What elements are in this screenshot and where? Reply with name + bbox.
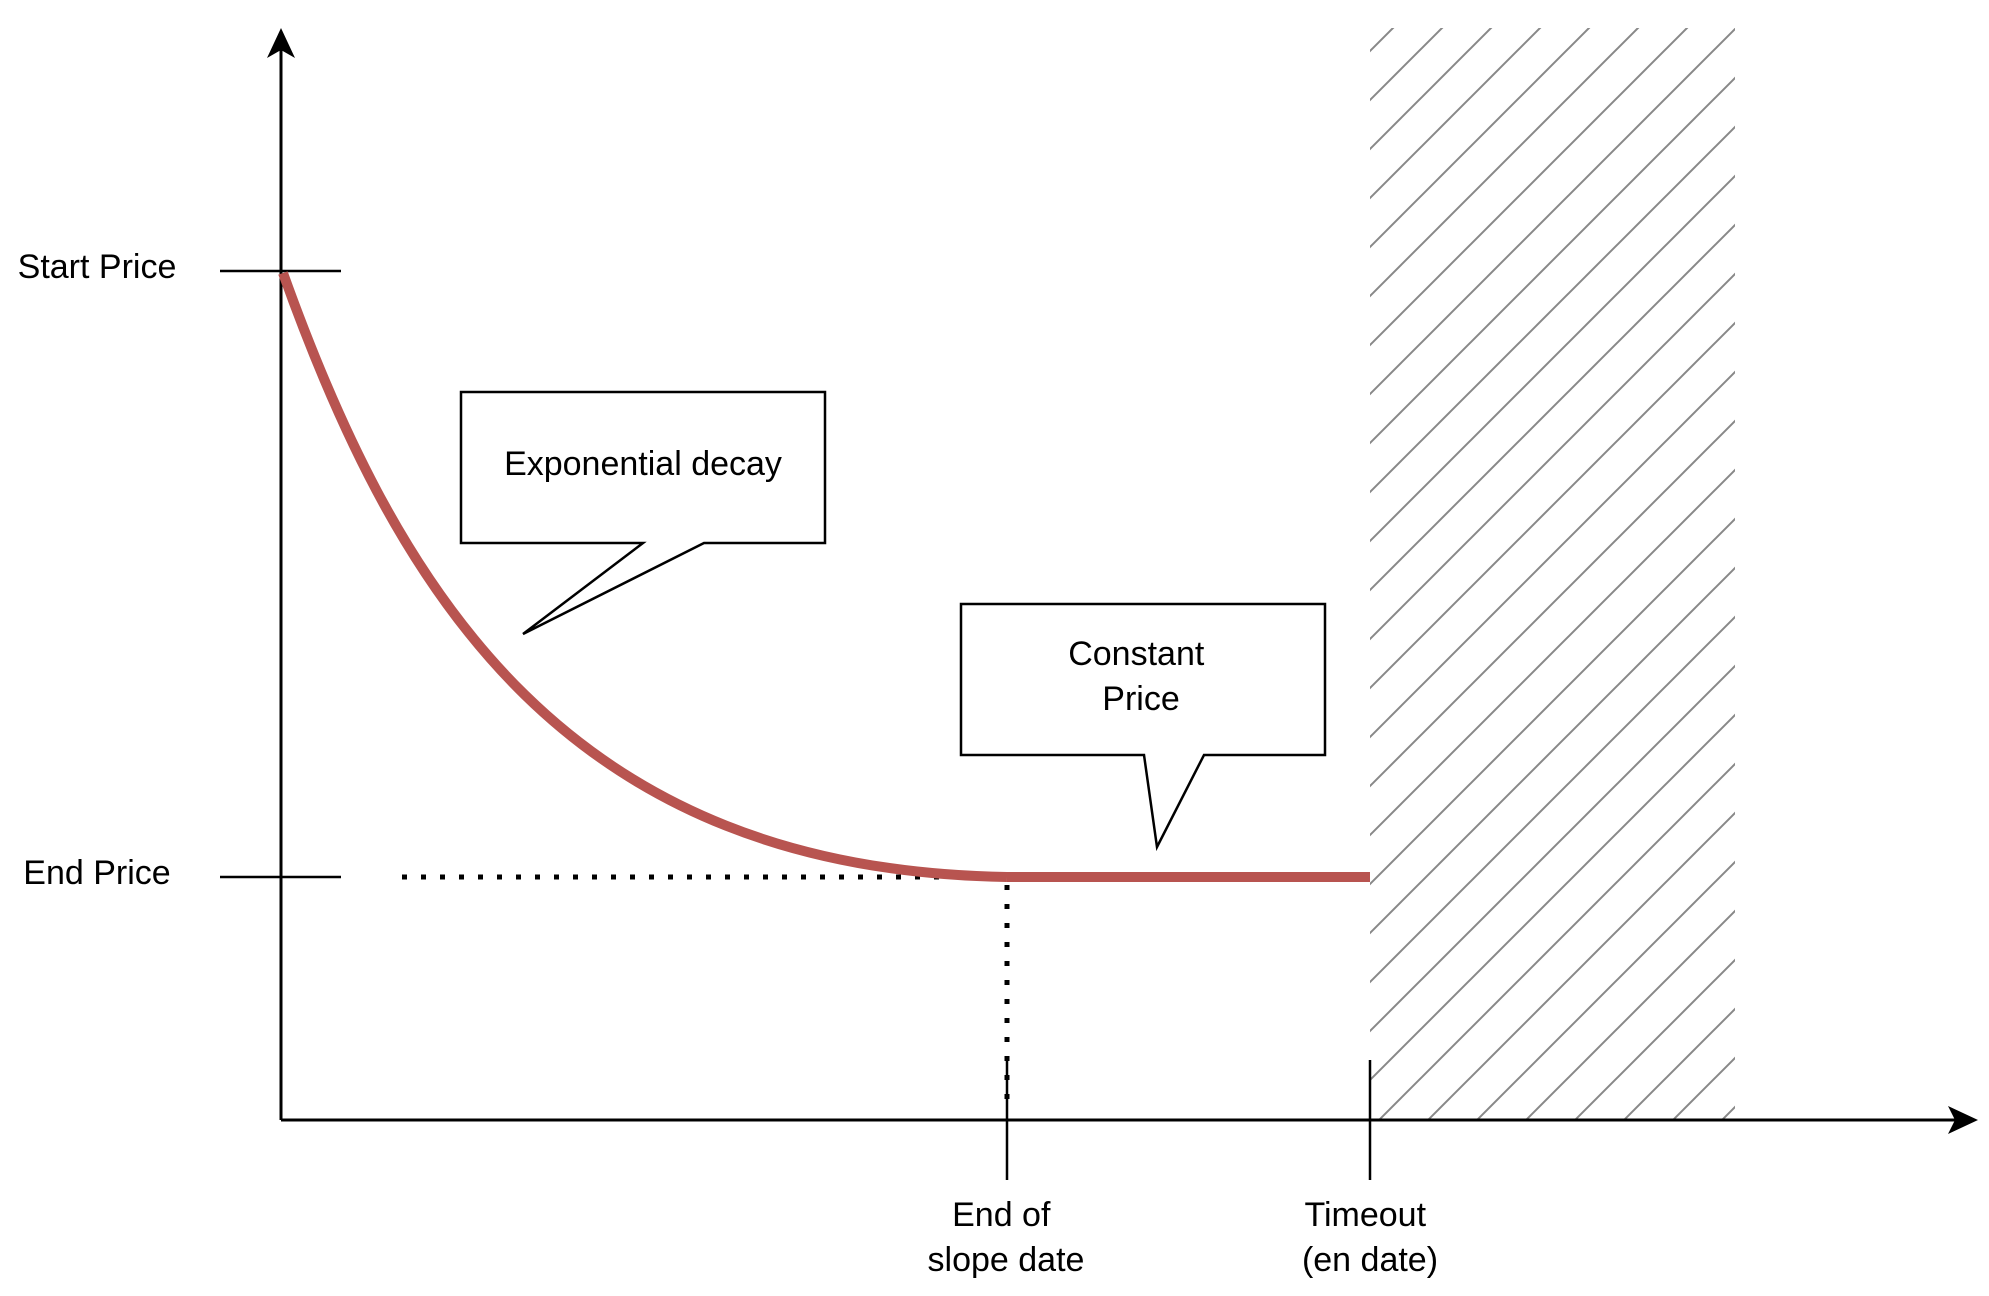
- constant-price-label: Constant Price: [1068, 635, 1214, 718]
- timeout-label-line-1: Timeout: [1304, 1196, 1426, 1234]
- exponential-decay-label: Exponential decay: [504, 445, 782, 483]
- constant-price-callout: [959, 602, 1327, 852]
- timeout-label: Timeout (en date): [1302, 1196, 1438, 1279]
- timeout-label-line-2: (en date): [1302, 1241, 1438, 1279]
- timeout-hatched-region: [1370, 28, 1735, 1120]
- start-price-label: Start Price: [18, 248, 177, 286]
- x-axis-arrowhead: [1948, 1106, 1978, 1134]
- exponential-decay-callout: [459, 390, 827, 636]
- end-price-label: End Price: [23, 854, 170, 892]
- y-axis-arrowhead: [267, 28, 295, 58]
- constant-price-label-line-1: Constant: [1068, 635, 1205, 673]
- end-of-slope-label-line-1: End of: [952, 1196, 1051, 1234]
- constant-price-label-line-2: Price: [1102, 680, 1179, 718]
- exponential-decay-curve: [278, 271, 1008, 882]
- end-of-slope-label: End of slope date: [928, 1196, 1085, 1279]
- end-of-slope-label-line-2: slope date: [928, 1241, 1085, 1279]
